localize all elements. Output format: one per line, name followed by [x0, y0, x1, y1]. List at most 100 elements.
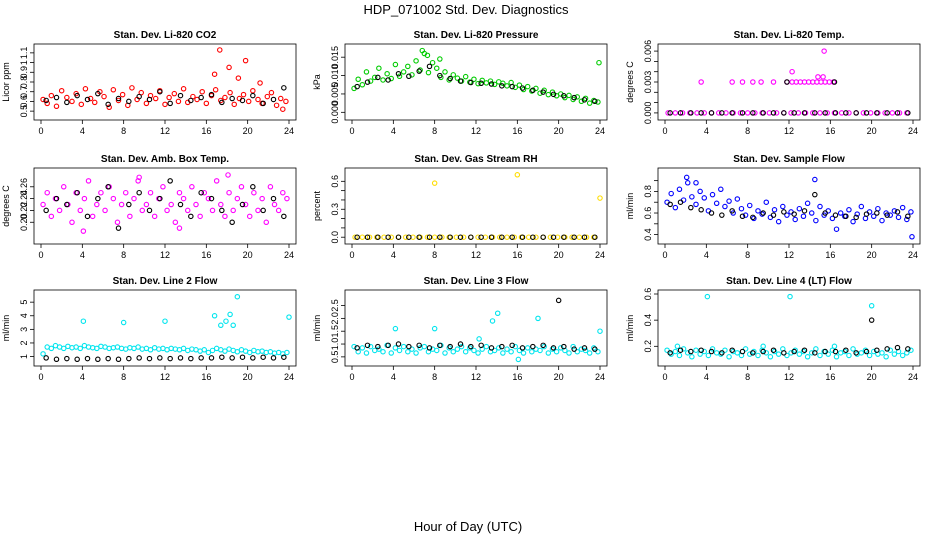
hourly-point [468, 234, 474, 240]
hourly-point [905, 213, 911, 220]
data-point [80, 228, 87, 234]
data-point [234, 293, 241, 300]
data-point [405, 348, 411, 355]
hourly-point [354, 83, 360, 90]
data-point [222, 213, 228, 220]
data-point [400, 69, 407, 75]
hourly-point [95, 195, 101, 202]
data-point [259, 195, 265, 202]
data-point [388, 350, 395, 356]
data-point [227, 311, 233, 318]
x-tick-label: 20 [243, 372, 253, 382]
data-point [396, 347, 403, 354]
hourly-point [581, 234, 588, 240]
data-point [460, 234, 467, 240]
data-point [497, 234, 503, 240]
hourly-point [530, 87, 536, 94]
data-point [704, 293, 711, 300]
hourly-point [364, 234, 371, 240]
data-point [817, 203, 823, 210]
data-point [417, 67, 423, 73]
data-point [784, 212, 790, 218]
data-point [837, 210, 844, 216]
y-tick-label: 0.4 [643, 228, 653, 241]
data-point [770, 79, 777, 85]
data-point [476, 336, 482, 342]
hourly-point [540, 89, 546, 95]
data-point [424, 52, 431, 59]
y-tick-label: 0.6 [643, 207, 653, 220]
data-point [189, 184, 195, 190]
data-point [850, 346, 856, 352]
data-point [570, 343, 576, 350]
hourly-point [250, 184, 256, 190]
hourly-point [781, 209, 787, 215]
x-tick-label: 8 [745, 250, 750, 260]
hourly-point [884, 212, 890, 218]
y-tick-label: 0.0 [330, 231, 340, 244]
data-point [908, 209, 914, 215]
data-point [697, 188, 703, 195]
hourly-point [791, 348, 797, 355]
data-point [413, 350, 419, 356]
data-point [136, 174, 142, 181]
y-axis-label: ml/min [1, 315, 11, 342]
data-point [808, 350, 815, 356]
data-point [60, 345, 67, 352]
data-point [413, 58, 419, 64]
hourly-point [437, 72, 443, 79]
data-point [446, 345, 452, 351]
data-point [829, 215, 836, 222]
data-point [431, 234, 438, 240]
data-point [471, 76, 477, 82]
y-tick-label: 0.8 [19, 76, 29, 89]
hourly-point [843, 110, 849, 116]
data-point [664, 347, 670, 353]
x-tick-label: 24 [595, 372, 605, 382]
hourly-point [426, 234, 433, 240]
data-point [431, 325, 438, 332]
data-point [160, 184, 166, 190]
plot-frame [33, 43, 297, 121]
data-point [458, 343, 465, 350]
hourly-point [115, 356, 122, 363]
hourly-point [843, 213, 849, 220]
data-point [152, 95, 159, 102]
data-point [127, 213, 133, 220]
data-point [263, 219, 270, 226]
data-point [226, 64, 232, 71]
data-point [479, 77, 485, 84]
hourly-point [550, 345, 557, 351]
data-point [380, 77, 386, 83]
hourly-point [136, 189, 142, 196]
data-point [64, 94, 70, 101]
hourly-point [784, 79, 790, 85]
hourly-point [874, 210, 880, 216]
data-point [729, 79, 735, 85]
hourly-point [509, 234, 515, 240]
hourly-point [801, 110, 808, 116]
data-point [255, 207, 261, 214]
data-point [238, 184, 245, 190]
data-point [175, 98, 182, 105]
data-point [87, 95, 94, 102]
data-point [586, 100, 593, 106]
hourly-point [74, 356, 80, 363]
data-point [683, 174, 690, 181]
data-point [44, 189, 50, 196]
data-point [227, 89, 233, 96]
hourly-point [437, 342, 443, 349]
hourly-point [571, 346, 577, 352]
hourly-point [95, 90, 101, 97]
data-point [230, 322, 236, 329]
data-point [889, 110, 896, 116]
data-point [211, 313, 218, 319]
data-point [701, 195, 708, 201]
figure-xlabel: Hour of Day (UTC) [414, 519, 522, 534]
data-point [862, 215, 869, 222]
hourly-point [791, 110, 797, 116]
panel-title: Stan. Dev. Li-820 Temp. [734, 30, 845, 41]
data-point [217, 47, 223, 53]
data-point [483, 343, 490, 350]
data-point [709, 191, 716, 198]
